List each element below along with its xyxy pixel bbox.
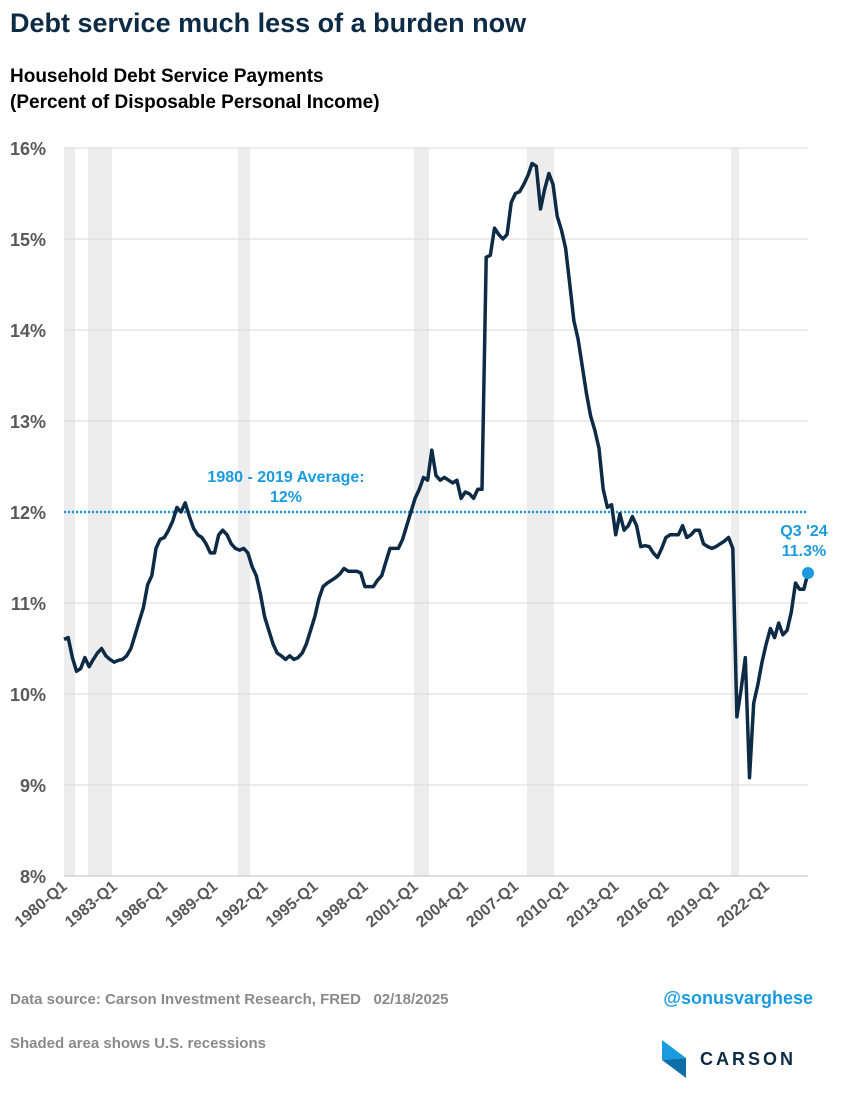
last-point [802, 566, 814, 579]
x-tick-label: 2010-Q1 [514, 878, 573, 931]
x-tick-label: 1989-Q1 [162, 878, 221, 931]
y-tick-label: 13% [10, 412, 46, 432]
last-point-label: Q3 '24 [780, 523, 827, 540]
y-tick-label: 9% [20, 776, 46, 796]
logo-mark [662, 1040, 686, 1078]
y-tick-label: 14% [10, 321, 46, 341]
y-tick-label: 8% [20, 867, 46, 887]
source-note: Data source: Carson Investment Research,… [10, 991, 449, 1008]
logo-text: CARSON [700, 1049, 796, 1069]
chart-title: Household Debt Service Payments [10, 66, 324, 87]
x-tick-label: 1983-Q1 [62, 878, 121, 931]
x-tick-label: 2013-Q1 [564, 878, 623, 931]
y-tick-label: 10% [10, 685, 46, 705]
y-tick-label: 12% [10, 503, 46, 523]
handle: @sonusvarghese [663, 988, 813, 1008]
x-tick-label: 2022-Q1 [714, 878, 773, 931]
last-point-label: 11.3% [782, 543, 826, 560]
x-tick-label: 2001-Q1 [363, 878, 422, 931]
y-tick-label: 16% [10, 139, 46, 159]
x-tick-label: 1992-Q1 [213, 878, 272, 931]
x-tick-label: 1998-Q1 [313, 878, 372, 931]
chart-subtitle: (Percent of Disposable Personal Income) [10, 92, 380, 113]
x-tick-label: 2016-Q1 [614, 878, 673, 931]
x-tick-label: 1986-Q1 [112, 878, 171, 931]
y-tick-label: 15% [10, 230, 46, 250]
x-tick-label: 2004-Q1 [413, 878, 472, 931]
recession-note: Shaded area shows U.S. recessions [10, 1035, 266, 1052]
y-tick-label: 11% [11, 594, 46, 614]
x-tick-label: 2019-Q1 [664, 878, 723, 931]
headline: Debt service much less of a burden now [10, 8, 527, 38]
data-line [63, 161, 810, 780]
x-tick-label: 2007-Q1 [463, 878, 522, 931]
reference-label: 1980 - 2019 Average: [207, 469, 364, 486]
x-tick-label: 1995-Q1 [263, 878, 322, 931]
reference-label: 12% [270, 489, 302, 506]
